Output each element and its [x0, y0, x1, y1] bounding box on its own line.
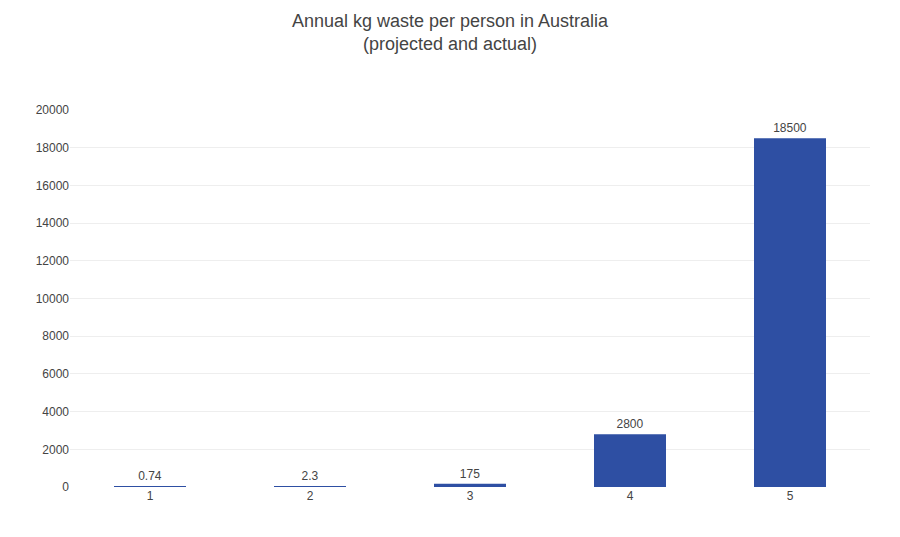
svg-text:0.74: 0.74: [138, 469, 162, 483]
svg-text:0: 0: [62, 480, 69, 494]
svg-text:2: 2: [307, 489, 314, 503]
svg-text:Annual kg waste per person in: Annual kg waste per person in Australia(…: [292, 11, 609, 54]
svg-text:5: 5: [787, 489, 794, 503]
svg-text:14000: 14000: [36, 216, 70, 230]
svg-text:175: 175: [460, 467, 480, 481]
svg-text:6000: 6000: [42, 367, 69, 381]
svg-text:16000: 16000: [36, 179, 70, 193]
svg-text:12000: 12000: [36, 254, 70, 268]
svg-text:18500: 18500: [773, 121, 807, 135]
svg-text:20000: 20000: [36, 103, 70, 117]
svg-text:8000: 8000: [42, 329, 69, 343]
svg-text:3: 3: [467, 489, 474, 503]
svg-text:10000: 10000: [36, 292, 70, 306]
svg-text:18000: 18000: [36, 141, 70, 155]
svg-text:1: 1: [147, 489, 154, 503]
svg-text:2.3: 2.3: [301, 469, 318, 483]
svg-text:2000: 2000: [42, 443, 69, 457]
svg-text:4000: 4000: [42, 405, 69, 419]
svg-text:2800: 2800: [616, 417, 643, 431]
svg-text:4: 4: [627, 489, 634, 503]
